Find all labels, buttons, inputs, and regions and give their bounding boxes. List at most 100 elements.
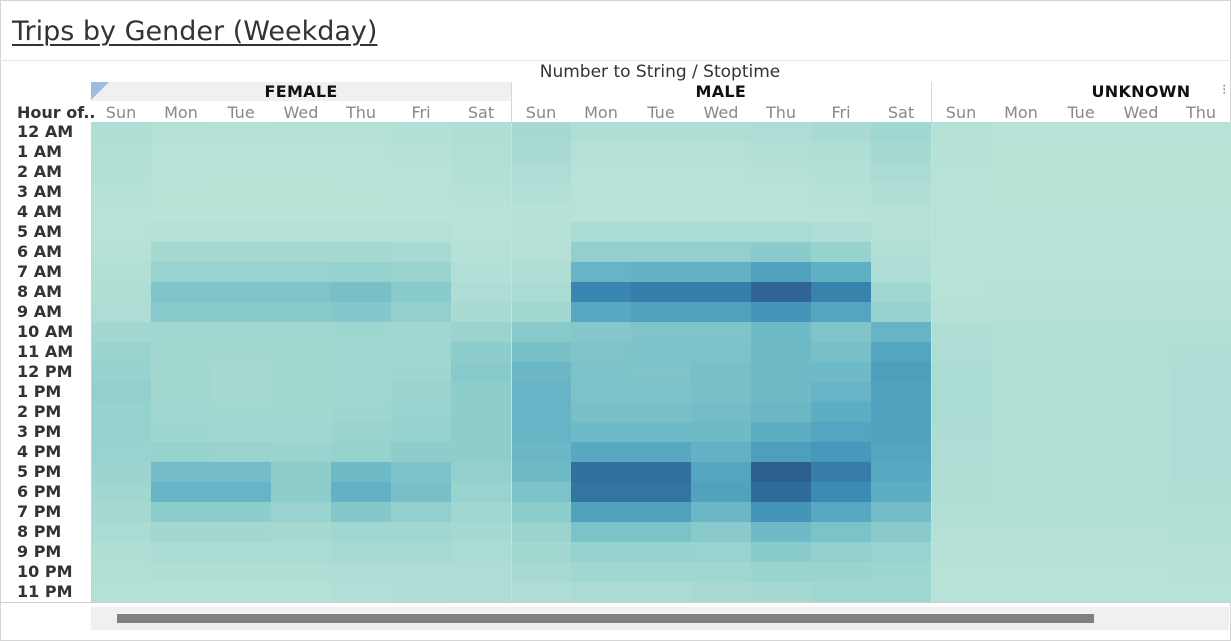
heatmap-cell[interactable] bbox=[91, 142, 151, 162]
heatmap-cell[interactable] bbox=[931, 382, 991, 402]
heatmap-cell[interactable] bbox=[871, 342, 931, 362]
heatmap-cell[interactable] bbox=[151, 222, 211, 242]
heatmap-cell[interactable] bbox=[931, 362, 991, 382]
heatmap-cell[interactable] bbox=[811, 142, 871, 162]
heatmap-cell[interactable] bbox=[331, 582, 391, 602]
heatmap-cell[interactable] bbox=[91, 522, 151, 542]
heatmap-cell[interactable] bbox=[211, 422, 271, 442]
heatmap-cell[interactable] bbox=[91, 562, 151, 582]
heatmap-cell[interactable] bbox=[991, 522, 1051, 542]
heatmap-cell[interactable] bbox=[511, 462, 571, 482]
heatmap-cell[interactable] bbox=[391, 282, 451, 302]
heatmap-cell[interactable] bbox=[931, 502, 991, 522]
heatmap-cell[interactable] bbox=[811, 162, 871, 182]
heatmap-cell[interactable] bbox=[931, 222, 991, 242]
heatmap-cell[interactable] bbox=[451, 322, 511, 342]
heatmap-cell[interactable] bbox=[1171, 522, 1231, 542]
heatmap-cell[interactable] bbox=[451, 182, 511, 202]
heatmap-cell[interactable] bbox=[511, 262, 571, 282]
heatmap-cell[interactable] bbox=[691, 262, 751, 282]
heatmap-cell[interactable] bbox=[931, 562, 991, 582]
heatmap-cell[interactable] bbox=[751, 262, 811, 282]
heatmap-cell[interactable] bbox=[511, 222, 571, 242]
heatmap-cell[interactable] bbox=[211, 462, 271, 482]
heatmap-cell[interactable] bbox=[391, 122, 451, 142]
heatmap-cell[interactable] bbox=[1111, 502, 1171, 522]
heatmap-cell[interactable] bbox=[931, 182, 991, 202]
heatmap-cell[interactable] bbox=[571, 522, 631, 542]
heatmap-cell[interactable] bbox=[991, 562, 1051, 582]
heatmap-cell[interactable] bbox=[511, 522, 571, 542]
heatmap-cell[interactable] bbox=[571, 582, 631, 602]
heatmap-cell[interactable] bbox=[991, 262, 1051, 282]
heatmap-cell[interactable] bbox=[511, 582, 571, 602]
heatmap-cell[interactable] bbox=[991, 542, 1051, 562]
heatmap-cell[interactable] bbox=[871, 302, 931, 322]
heatmap-cell[interactable] bbox=[331, 502, 391, 522]
heatmap-cell[interactable] bbox=[271, 562, 331, 582]
heatmap-cell[interactable] bbox=[331, 462, 391, 482]
heatmap-cell[interactable] bbox=[1051, 342, 1111, 362]
heatmap-cell[interactable] bbox=[511, 402, 571, 422]
heatmap-cell[interactable] bbox=[1111, 382, 1171, 402]
heatmap-cell[interactable] bbox=[91, 502, 151, 522]
heatmap-cell[interactable] bbox=[631, 262, 691, 282]
heatmap-cell[interactable] bbox=[211, 222, 271, 242]
heatmap-cell[interactable] bbox=[1111, 422, 1171, 442]
heatmap-cell[interactable] bbox=[511, 342, 571, 362]
heatmap-cell[interactable] bbox=[451, 262, 511, 282]
heatmap-cell[interactable] bbox=[1051, 122, 1111, 142]
heatmap-cell[interactable] bbox=[331, 562, 391, 582]
heatmap-cell[interactable] bbox=[91, 382, 151, 402]
heatmap-cell[interactable] bbox=[511, 422, 571, 442]
heatmap-cell[interactable] bbox=[931, 162, 991, 182]
heatmap-cell[interactable] bbox=[151, 302, 211, 322]
heatmap-cell[interactable] bbox=[151, 382, 211, 402]
sort-corner-icon[interactable] bbox=[91, 82, 109, 100]
heatmap-cell[interactable] bbox=[271, 442, 331, 462]
heatmap-cell[interactable] bbox=[91, 122, 151, 142]
heatmap-cell[interactable] bbox=[811, 402, 871, 422]
heatmap-cell[interactable] bbox=[151, 162, 211, 182]
heatmap-cell[interactable] bbox=[571, 362, 631, 382]
heatmap-cell[interactable] bbox=[751, 422, 811, 442]
heatmap-cell[interactable] bbox=[391, 462, 451, 482]
heatmap-cell[interactable] bbox=[1171, 362, 1231, 382]
heatmap-cell[interactable] bbox=[751, 462, 811, 482]
heatmap-cell[interactable] bbox=[451, 202, 511, 222]
heatmap-cell[interactable] bbox=[271, 202, 331, 222]
heatmap-cell[interactable] bbox=[1111, 322, 1171, 342]
heatmap-cell[interactable] bbox=[271, 242, 331, 262]
heatmap-cell[interactable] bbox=[871, 482, 931, 502]
heatmap-cell[interactable] bbox=[511, 202, 571, 222]
heatmap-cell[interactable] bbox=[271, 262, 331, 282]
heatmap-cell[interactable] bbox=[691, 282, 751, 302]
heatmap-cell[interactable] bbox=[271, 382, 331, 402]
heatmap-cell[interactable] bbox=[691, 562, 751, 582]
heatmap-cell[interactable] bbox=[451, 402, 511, 422]
heatmap-cell[interactable] bbox=[811, 422, 871, 442]
heatmap-cell[interactable] bbox=[1111, 562, 1171, 582]
heatmap-cell[interactable] bbox=[511, 122, 571, 142]
heatmap-cell[interactable] bbox=[631, 182, 691, 202]
heatmap-cell[interactable] bbox=[91, 462, 151, 482]
heatmap-cell[interactable] bbox=[871, 582, 931, 602]
heatmap-cell[interactable] bbox=[631, 282, 691, 302]
heatmap-cell[interactable] bbox=[331, 442, 391, 462]
heatmap-cell[interactable] bbox=[331, 202, 391, 222]
heatmap-cell[interactable] bbox=[271, 362, 331, 382]
heatmap-cell[interactable] bbox=[811, 582, 871, 602]
heatmap-cell[interactable] bbox=[991, 122, 1051, 142]
heatmap-cell[interactable] bbox=[451, 562, 511, 582]
heatmap-cell[interactable] bbox=[691, 222, 751, 242]
heatmap-cell[interactable] bbox=[211, 542, 271, 562]
heatmap-cell[interactable] bbox=[1111, 182, 1171, 202]
heatmap-cell[interactable] bbox=[991, 582, 1051, 602]
heatmap-cell[interactable] bbox=[871, 362, 931, 382]
heatmap-cell[interactable] bbox=[571, 242, 631, 262]
heatmap-cell[interactable] bbox=[571, 402, 631, 422]
heatmap-cell[interactable] bbox=[1051, 242, 1111, 262]
heatmap-cell[interactable] bbox=[931, 542, 991, 562]
heatmap-cell[interactable] bbox=[991, 142, 1051, 162]
heatmap-cell[interactable] bbox=[211, 362, 271, 382]
